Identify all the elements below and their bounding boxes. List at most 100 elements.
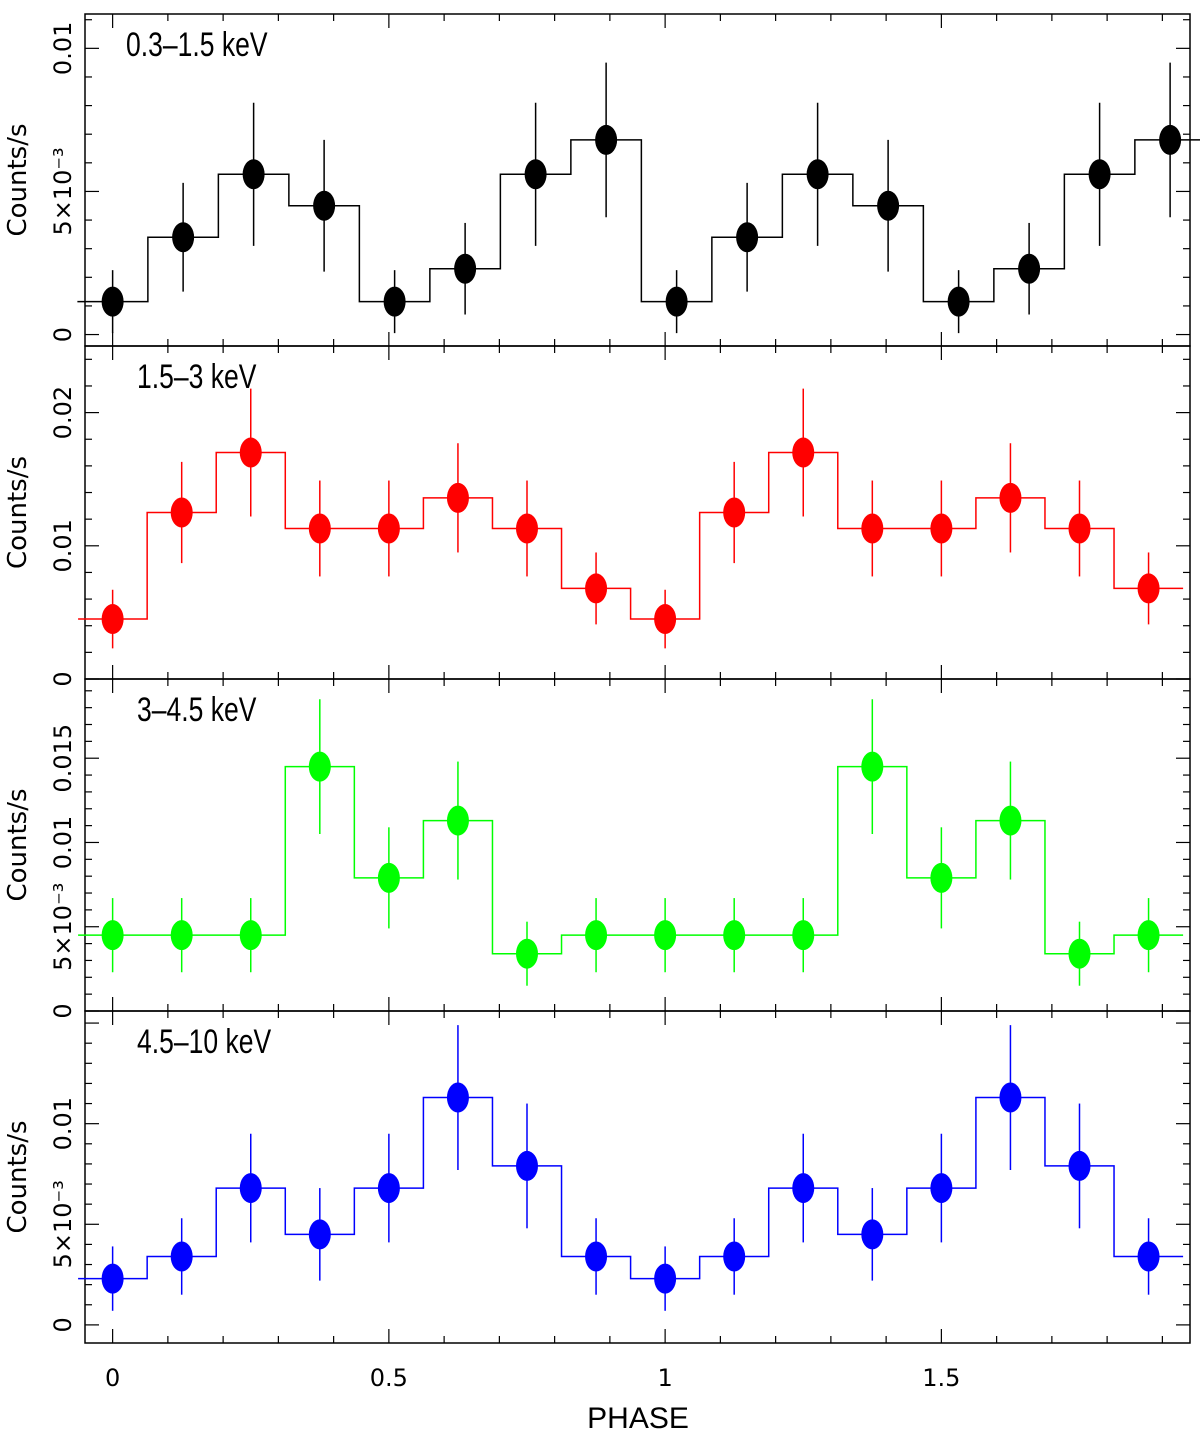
- energy-band-label: 4.5–10 keV: [137, 1023, 272, 1061]
- y-tick-label: 0: [49, 1317, 77, 1332]
- data-point: [170, 920, 193, 951]
- y-tick-label: 0.01: [49, 22, 77, 75]
- energy-band-label: 1.5–3 keV: [137, 358, 257, 396]
- panel-4-5-10-kev: 0 5×10⁻³ 0.01 Counts/s 4.5–10 keV: [3, 1010, 1191, 1344]
- data-point: [308, 1219, 331, 1250]
- x-axis-tick-labels: 0 0.5 1 1.5: [105, 1364, 960, 1392]
- data-point: [454, 253, 477, 284]
- data-point: [516, 513, 538, 544]
- data-point: [930, 513, 953, 544]
- data-point: [383, 286, 406, 317]
- data-point: [585, 1241, 608, 1272]
- y-axis-label: Counts/s: [3, 1120, 33, 1233]
- data-point: [861, 513, 884, 544]
- data-point: [585, 920, 608, 951]
- y-axis-label: Counts/s: [3, 456, 33, 569]
- data-point: [723, 497, 746, 528]
- data-point: [170, 1241, 193, 1272]
- data-point: [516, 938, 538, 969]
- data-point: [1068, 1150, 1091, 1181]
- x-tick-label: 0: [105, 1364, 120, 1392]
- data-point: [999, 482, 1022, 513]
- data-point: [239, 437, 262, 468]
- y-tick-label: 0.01: [49, 1097, 77, 1150]
- panel-0-3-1-5-kev: 0 5×10⁻³ 0.01 Counts/s 0.3–1.5 keV: [3, 13, 1200, 347]
- data-point: [101, 1263, 124, 1294]
- y-axis-label: Counts/s: [3, 123, 33, 236]
- data-point: [101, 286, 124, 317]
- data-point: [239, 920, 262, 951]
- data-point: [930, 1173, 953, 1204]
- x-tick-label: 1: [657, 1364, 672, 1392]
- data-point: [242, 159, 265, 190]
- data-point: [947, 286, 970, 317]
- data-point: [170, 497, 193, 528]
- data-point: [723, 920, 746, 951]
- y-tick-label: 0: [49, 327, 77, 342]
- data-point: [446, 1082, 469, 1113]
- step-line: [77, 139, 1200, 303]
- data-point: [524, 159, 547, 190]
- y-axis-label: Counts/s: [3, 788, 33, 901]
- x-tick-label: 1.5: [922, 1364, 960, 1392]
- data-point: [377, 513, 400, 544]
- data-point: [1088, 159, 1111, 190]
- data-point: [1137, 920, 1160, 951]
- data-point: [792, 920, 815, 951]
- y-tick-label: 0: [49, 671, 77, 686]
- panel-1-5-3-kev: 0 0.01 0.02 Counts/s 1.5–3 keV: [3, 345, 1191, 687]
- y-tick-label: 5×10⁻³: [49, 1180, 77, 1268]
- data-point: [446, 805, 469, 836]
- data-point: [1159, 124, 1182, 155]
- data-point: [1018, 253, 1041, 284]
- data-point: [1137, 573, 1160, 604]
- data-point: [595, 124, 618, 155]
- x-tick-label: 0.5: [370, 1364, 408, 1392]
- data-point: [308, 751, 331, 782]
- data-point: [377, 862, 400, 893]
- data-point: [654, 1263, 677, 1294]
- data-point: [999, 805, 1022, 836]
- y-tick-label: 5×10⁻³: [49, 883, 77, 971]
- data-point: [1068, 938, 1091, 969]
- y-tick-label: 5×10⁻³: [49, 147, 77, 235]
- data-point: [1137, 1241, 1160, 1272]
- data-point: [446, 482, 469, 513]
- data-point: [1068, 513, 1091, 544]
- data-point: [930, 862, 953, 893]
- data-point: [736, 222, 759, 253]
- panel-3-4-5-kev: 0 5×10⁻³ 0.01 0.015 Counts/s 3–4.5 keV: [3, 678, 1191, 1019]
- energy-band-label: 0.3–1.5 keV: [126, 26, 268, 64]
- data-point: [806, 159, 829, 190]
- data-point: [585, 573, 608, 604]
- data-point: [792, 437, 815, 468]
- data-point: [239, 1173, 262, 1204]
- panel-frame: [84, 1010, 1191, 1344]
- y-tick-label: 0.02: [49, 386, 77, 439]
- data-point: [723, 1241, 746, 1272]
- energy-band-label: 3–4.5 keV: [137, 691, 257, 729]
- data-point: [101, 604, 124, 635]
- data-point: [308, 513, 331, 544]
- data-point: [861, 751, 884, 782]
- y-tick-label: 0.01: [49, 816, 77, 869]
- data-point: [792, 1173, 815, 1204]
- y-tick-label: 0: [49, 1003, 77, 1018]
- y-tick-label: 0.01: [49, 519, 77, 572]
- step-line: [78, 765, 1184, 955]
- data-point: [665, 286, 688, 317]
- step-line: [78, 451, 1184, 620]
- data-point: [654, 604, 677, 635]
- y-tick-label: 0.015: [49, 724, 77, 793]
- x-axis-label: PHASE: [587, 1402, 689, 1432]
- step-line: [78, 1096, 1184, 1280]
- data-point: [172, 222, 195, 253]
- data-point: [654, 920, 677, 951]
- data-point: [101, 920, 124, 951]
- data-point: [999, 1082, 1022, 1113]
- data-point: [516, 1150, 538, 1181]
- data-point: [877, 190, 900, 221]
- data-point: [377, 1173, 400, 1204]
